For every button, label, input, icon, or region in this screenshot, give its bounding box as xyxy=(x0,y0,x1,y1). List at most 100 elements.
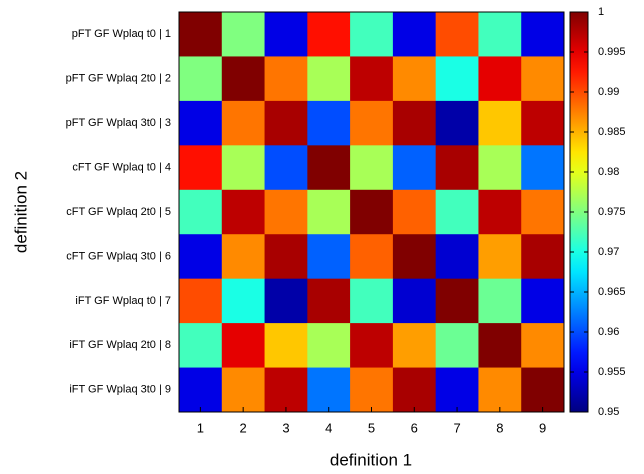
heatmap-cell xyxy=(392,145,437,191)
x-tick-label: 1 xyxy=(197,420,204,435)
heatmap-cell xyxy=(521,145,565,191)
heatmap-cell xyxy=(478,12,522,57)
heatmap-cell xyxy=(435,189,479,235)
heatmap-cell xyxy=(478,56,522,102)
heatmap-cell xyxy=(350,189,394,235)
heatmap-cell xyxy=(179,234,223,280)
heatmap-cell xyxy=(392,367,437,413)
y-tick-label: iFT GF Wplaq 3t0 | 9 xyxy=(69,384,171,396)
heatmap-cell xyxy=(350,278,394,324)
heatmap-cell xyxy=(478,189,522,235)
heatmap-cell xyxy=(350,367,394,413)
colorbar-tick-label: 0.985 xyxy=(598,126,626,138)
colorbar-tick-label: 0.97 xyxy=(598,246,619,258)
heatmap-cell xyxy=(307,323,351,369)
heatmap-cell xyxy=(264,278,308,324)
colorbar-tick-label: 0.975 xyxy=(598,206,626,218)
heatmap-cell xyxy=(521,367,565,413)
heatmap-cell xyxy=(435,12,479,57)
x-tick-label: 8 xyxy=(496,420,503,435)
heatmap-cell xyxy=(307,278,351,324)
heatmap-cell xyxy=(264,234,308,280)
heatmap-cell xyxy=(521,278,565,324)
heatmap-cell xyxy=(307,56,351,102)
heatmap-cell xyxy=(307,367,351,413)
heatmap-cell xyxy=(350,12,394,57)
heatmap-cell xyxy=(521,12,565,57)
heatmap-cell xyxy=(521,100,565,146)
y-tick-label: pFT GF Wplaq 2t0 | 2 xyxy=(66,73,171,85)
colorbar-tick-label: 0.995 xyxy=(598,46,626,58)
heatmap-cell xyxy=(221,100,266,146)
colorbar-tick-label: 0.965 xyxy=(598,286,626,298)
heatmap-cell xyxy=(350,56,394,102)
heatmap-cell xyxy=(392,100,437,146)
heatmap-cell xyxy=(307,100,351,146)
heatmap-cell xyxy=(478,323,522,369)
heatmap-cell xyxy=(264,100,308,146)
heatmap-cell xyxy=(179,189,223,235)
heatmap-cell xyxy=(221,234,266,280)
heatmap-cell xyxy=(264,323,308,369)
heatmap-cell xyxy=(307,234,351,280)
heatmap-cell xyxy=(264,367,308,413)
y-tick-label: iFT GF Wplaq t0 | 7 xyxy=(75,295,171,307)
colorbar-tick-label: 0.955 xyxy=(598,366,626,378)
heatmap-cell xyxy=(392,323,437,369)
heatmap-cell xyxy=(179,12,223,57)
x-tick-label: 9 xyxy=(539,420,546,435)
heatmap-cell xyxy=(221,278,266,324)
y-tick-label: cFT GF Wplaq t0 | 4 xyxy=(72,161,171,173)
heatmap-cell xyxy=(221,367,266,413)
heatmap-cell xyxy=(478,367,522,413)
heatmap-cell xyxy=(350,323,394,369)
heatmap-cell xyxy=(478,234,522,280)
colorbar-tick-label: 0.96 xyxy=(598,326,619,338)
x-axis-title: definition 1 xyxy=(330,450,412,469)
y-tick-label: pFT GF Wplaq 3t0 | 3 xyxy=(66,117,171,129)
colorbar-tick-label: 0.99 xyxy=(598,86,619,98)
heatmap-cell xyxy=(435,367,479,413)
heatmap-cell xyxy=(350,234,394,280)
heatmap-cell xyxy=(179,100,223,146)
heatmap-cell xyxy=(521,323,565,369)
heatmap-cell xyxy=(264,189,308,235)
heatmap-cell xyxy=(435,100,479,146)
heatmap-cell xyxy=(478,145,522,191)
heatmap-cell xyxy=(350,100,394,146)
heatmap-cell xyxy=(179,56,223,102)
colorbar-tick-label: 1 xyxy=(598,6,604,18)
heatmap-cell xyxy=(392,56,437,102)
heatmap-cell xyxy=(221,189,266,235)
y-tick-label: pFT GF Wplaq t0 | 1 xyxy=(72,28,171,40)
colorbar-tick-label: 0.98 xyxy=(598,166,619,178)
heatmap-cell xyxy=(307,189,351,235)
x-tick-label: 7 xyxy=(453,420,460,435)
heatmap-cell xyxy=(350,145,394,191)
x-tick-label: 2 xyxy=(240,420,247,435)
heatmap-cell xyxy=(478,100,522,146)
x-tick-label: 3 xyxy=(282,420,289,435)
heatmap-cell xyxy=(221,145,266,191)
y-axis-title: definition 2 xyxy=(11,171,30,253)
heatmap-cell xyxy=(435,323,479,369)
heatmap-cell xyxy=(435,278,479,324)
heatmap-cell xyxy=(264,12,308,57)
heatmap-cell xyxy=(521,234,565,280)
heatmap-cell xyxy=(521,56,565,102)
heatmap-cell xyxy=(435,145,479,191)
y-tick-label: cFT GF Wplaq 2t0 | 5 xyxy=(66,206,171,218)
heatmap-cell xyxy=(179,278,223,324)
heatmap-cell xyxy=(435,234,479,280)
colorbar-tick-label: 0.95 xyxy=(598,406,619,418)
x-tick-label: 4 xyxy=(325,420,332,435)
heatmap-cell xyxy=(221,323,266,369)
heatmap-cell xyxy=(221,12,266,57)
x-tick-label: 5 xyxy=(368,420,375,435)
heatmap-cell xyxy=(521,189,565,235)
y-tick-label: iFT GF Wplaq 2t0 | 8 xyxy=(69,339,171,351)
heatmap-cell xyxy=(179,145,223,191)
heatmap-cell xyxy=(264,145,308,191)
heatmap-cell xyxy=(435,56,479,102)
